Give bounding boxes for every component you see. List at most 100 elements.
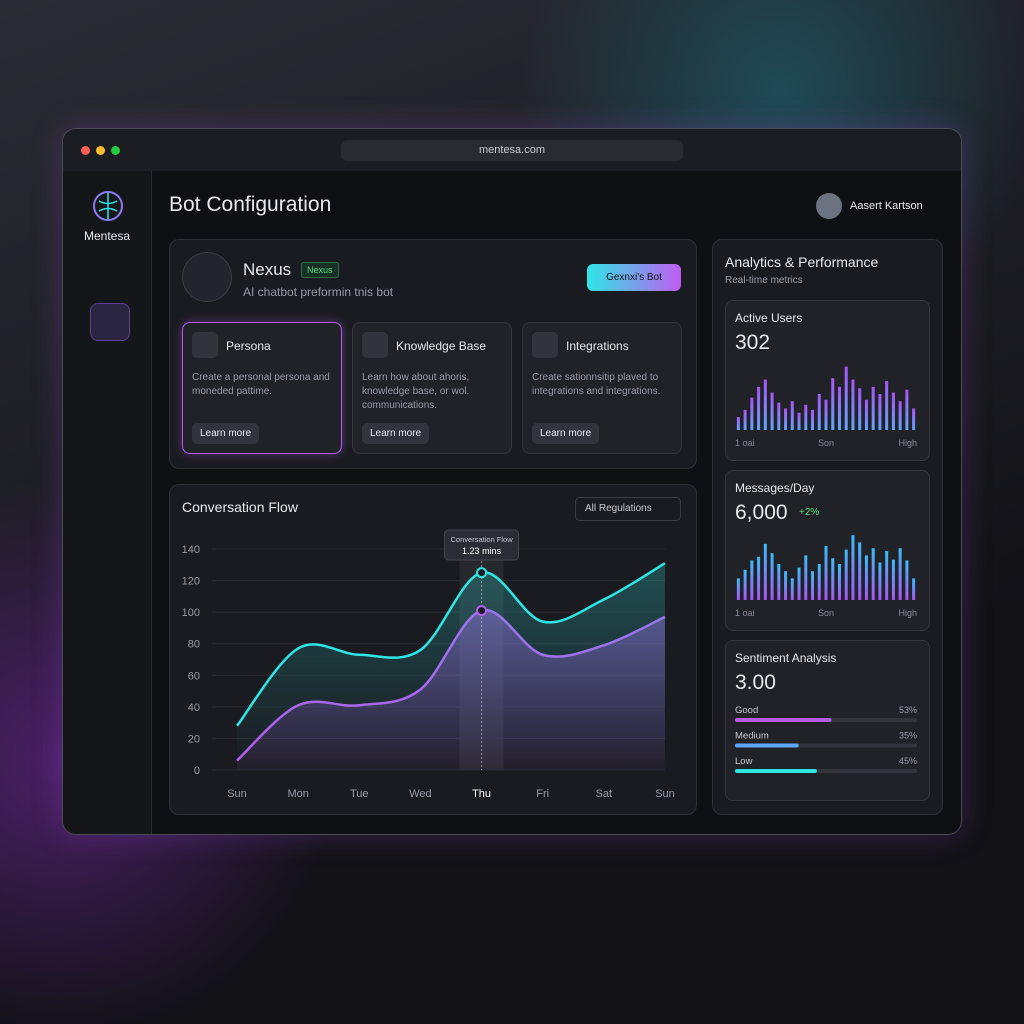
close-dot[interactable] — [81, 146, 90, 155]
bar — [743, 569, 747, 600]
series-area — [237, 563, 665, 770]
bar — [905, 389, 909, 430]
bar — [831, 558, 835, 600]
address-bar[interactable]: mentesa.com — [341, 140, 683, 161]
tooltip — [444, 529, 520, 561]
bar — [885, 381, 889, 430]
bar — [858, 542, 862, 600]
x-tick-label: Sat — [596, 788, 613, 800]
sentiment-bar — [735, 743, 799, 748]
bar — [898, 401, 902, 430]
bar — [790, 401, 794, 430]
sentiment-bar — [735, 769, 817, 773]
y-tick-label: 80 — [188, 639, 200, 651]
card-button[interactable]: Learn more — [532, 423, 600, 444]
avatar[interactable] — [816, 193, 842, 219]
metric-card — [725, 300, 930, 461]
bar — [743, 409, 747, 430]
x-tick-label: Thu — [472, 788, 491, 800]
bar — [851, 379, 855, 430]
card-button[interactable]: Learn more — [192, 423, 260, 444]
bar — [824, 546, 828, 600]
browser-toolbar: mentesa.com — [63, 129, 961, 171]
bar — [885, 551, 889, 600]
bar — [811, 571, 815, 600]
bar — [736, 417, 740, 430]
bar — [784, 408, 788, 430]
brand-name: Mentesa — [83, 229, 131, 243]
y-tick-label: 60 — [188, 670, 200, 682]
brand-logo — [93, 191, 123, 221]
bar — [797, 567, 801, 600]
bar — [797, 412, 801, 430]
bar — [837, 564, 841, 600]
bar — [878, 562, 882, 600]
bar — [757, 556, 761, 600]
sentiment-label: Low — [735, 756, 753, 767]
bar — [750, 397, 754, 430]
bar — [817, 394, 821, 430]
highlight-point — [476, 605, 488, 617]
bar — [804, 404, 808, 430]
bar — [871, 548, 875, 600]
y-tick-label: 120 — [182, 576, 200, 588]
bar — [844, 549, 848, 600]
metric-title: Active Users — [735, 311, 803, 325]
bar — [864, 399, 868, 430]
y-tick-label: 140 — [182, 544, 200, 556]
card-title: Knowledge Base — [396, 339, 487, 353]
minimize-dot[interactable] — [96, 146, 105, 155]
bar — [824, 399, 828, 430]
x-tick-label: Tue — [350, 788, 369, 800]
bar — [770, 392, 774, 430]
bar — [871, 386, 875, 430]
y-tick-label: 100 — [182, 607, 200, 619]
x-tick-label: Son — [818, 438, 834, 448]
metric-total: 6,000 — [735, 501, 788, 524]
bar — [905, 560, 909, 600]
metric-change: +2% — [799, 507, 820, 518]
region-dropdown[interactable]: All Regulations — [575, 497, 681, 521]
bot-description: AI chatbot preformin tnis bot — [243, 285, 394, 299]
metric-total: 302 — [735, 331, 771, 354]
highlight-point — [476, 567, 488, 579]
x-tick-label: 1 oai — [735, 608, 755, 618]
tooltip-title: Conversation Flow — [451, 535, 514, 544]
bar — [763, 379, 767, 430]
x-tick-label: Son — [818, 608, 834, 618]
y-tick-label: 20 — [188, 733, 200, 745]
x-tick-label: Sun — [227, 788, 247, 800]
bar — [777, 564, 781, 600]
sidebar: Mentesa — [63, 171, 152, 834]
metric-total: 3.00 — [735, 671, 776, 694]
create-bot-button[interactable]: Gexnxi's Bot — [587, 264, 681, 291]
card-button[interactable]: Learn more — [362, 423, 430, 444]
maximize-dot[interactable] — [111, 146, 120, 155]
bar — [736, 578, 740, 600]
sentiment-bar — [735, 718, 832, 722]
bar — [912, 578, 916, 600]
bar — [864, 555, 868, 600]
card-icon — [532, 332, 558, 358]
bar — [891, 559, 895, 600]
bar — [777, 402, 781, 430]
bar — [858, 388, 862, 430]
analytics-title: Analytics & Performance — [725, 254, 879, 270]
card-title: Integrations — [566, 339, 629, 353]
card-text: Learn how about ahoris, knowledge base, … — [362, 372, 470, 411]
x-tick-label: High — [898, 608, 917, 618]
user-name[interactable]: Aasert Kartson — [850, 200, 923, 212]
bar — [912, 408, 916, 430]
card-text: Create a personal persona and moneded pa… — [192, 372, 330, 397]
card-title: Persona — [226, 339, 271, 353]
x-tick-label: Sun — [655, 788, 675, 800]
bot-name: Nexus — [243, 260, 292, 279]
nav-active[interactable] — [90, 303, 130, 341]
bar — [837, 386, 841, 430]
bot-avatar — [182, 252, 232, 302]
analytics-subtitle: Real-time metrics — [725, 275, 803, 286]
x-tick-label: Fri — [536, 788, 549, 800]
bar — [831, 378, 835, 430]
y-tick-label: 40 — [188, 702, 200, 714]
